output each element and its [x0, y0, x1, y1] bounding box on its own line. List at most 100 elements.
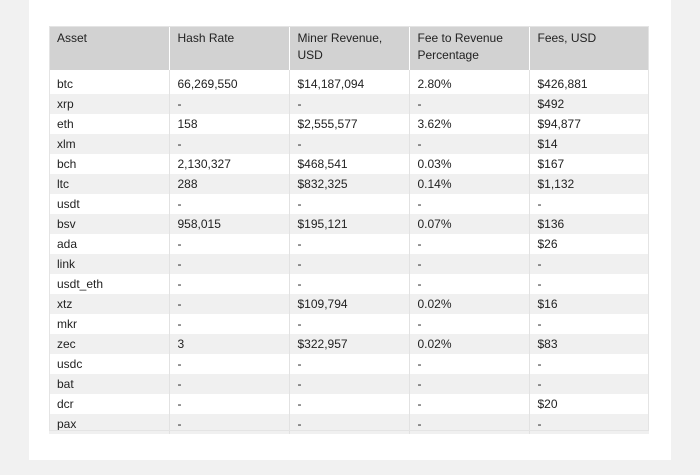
cell-fees: $1,132 — [528, 174, 649, 194]
table-row: mkr - - - - — [49, 314, 649, 334]
cell-asset: link — [49, 254, 169, 274]
cell-asset: zec — [49, 334, 169, 354]
cell-fee-percentage: 0.02% — [408, 294, 529, 314]
cell-hash-rate: - — [168, 194, 289, 214]
cell-fees: - — [528, 254, 649, 274]
cell-hash-rate: - — [168, 134, 289, 154]
cell-hash-rate: - — [168, 314, 289, 334]
table-row: bsv 958,015 $195,121 0.07% $136 — [49, 214, 649, 234]
cell-hash-rate: 3 — [168, 334, 289, 354]
cell-asset: bsv — [49, 214, 169, 234]
cell-asset: usdt — [49, 194, 169, 214]
cell-fee-percentage: - — [408, 374, 529, 394]
table-row: ada - - - $26 — [49, 234, 649, 254]
cell-fee-percentage: 0.07% — [408, 214, 529, 234]
cell-fees: - — [528, 274, 649, 294]
column-header-fee-to-revenue[interactable]: Fee to Revenue Percentage — [408, 26, 529, 70]
cell-hash-rate: - — [168, 394, 289, 414]
cell-miner-revenue: $2,555,577 — [288, 114, 409, 134]
cell-asset: ltc — [49, 174, 169, 194]
cell-fees: $492 — [528, 94, 649, 114]
cell-hash-rate: 958,015 — [168, 214, 289, 234]
cell-fees: $26 — [528, 234, 649, 254]
cell-miner-revenue: - — [288, 94, 409, 114]
cell-miner-revenue: $195,121 — [288, 214, 409, 234]
cell-miner-revenue: $468,541 — [288, 154, 409, 174]
column-header-miner-revenue[interactable]: Miner Revenue, USD — [288, 26, 409, 70]
table-row: usdt_eth - - - - — [49, 274, 649, 294]
cell-fees: - — [528, 374, 649, 394]
cell-hash-rate: 2,130,327 — [168, 154, 289, 174]
cell-miner-revenue: - — [288, 414, 409, 434]
cell-fees: - — [528, 314, 649, 334]
mining-fees-table: Asset Hash Rate Miner Revenue, USD Fee t… — [49, 26, 649, 434]
table-row: usdt - - - - — [49, 194, 649, 214]
table-row: pax - - - - — [49, 414, 649, 434]
cell-miner-revenue: $832,325 — [288, 174, 409, 194]
cell-asset: ada — [49, 234, 169, 254]
cell-hash-rate: - — [168, 254, 289, 274]
cell-asset: xrp — [49, 94, 169, 114]
cell-hash-rate: 288 — [168, 174, 289, 194]
cell-asset: dcr — [49, 394, 169, 414]
cell-miner-revenue: - — [288, 234, 409, 254]
cell-fees: $136 — [528, 214, 649, 234]
table-row: bch 2,130,327 $468,541 0.03% $167 — [49, 154, 649, 174]
table-header-row: Asset Hash Rate Miner Revenue, USD Fee t… — [49, 26, 649, 70]
cell-miner-revenue: - — [288, 354, 409, 374]
table-row: usdc - - - - — [49, 354, 649, 374]
cell-hash-rate: 66,269,550 — [168, 70, 289, 94]
cell-fee-percentage: 0.14% — [408, 174, 529, 194]
cell-miner-revenue: - — [288, 134, 409, 154]
cell-hash-rate: - — [168, 234, 289, 254]
cell-fee-percentage: - — [408, 274, 529, 294]
cell-asset: eth — [49, 114, 169, 134]
cell-fees: $14 — [528, 134, 649, 154]
table-row: bat - - - - — [49, 374, 649, 394]
table-row: xtz - $109,794 0.02% $16 — [49, 294, 649, 314]
cell-asset: usdc — [49, 354, 169, 374]
column-header-asset[interactable]: Asset — [49, 26, 169, 70]
cell-asset: btc — [49, 70, 169, 94]
table-row: eth 158 $2,555,577 3.62% $94,877 — [49, 114, 649, 134]
cell-fees: - — [528, 354, 649, 374]
cell-fee-percentage: 3.62% — [408, 114, 529, 134]
cell-asset: bch — [49, 154, 169, 174]
cell-miner-revenue: - — [288, 194, 409, 214]
cell-miner-revenue: - — [288, 254, 409, 274]
cell-fee-percentage: - — [408, 314, 529, 334]
table-row: link - - - - — [49, 254, 649, 274]
cell-fees: $426,881 — [528, 70, 649, 94]
cell-fee-percentage: - — [408, 394, 529, 414]
table-row: btc 66,269,550 $14,187,094 2.80% $426,881 — [49, 70, 649, 94]
table-row: zec 3 $322,957 0.02% $83 — [49, 334, 649, 354]
cell-hash-rate: - — [168, 374, 289, 394]
cell-asset: mkr — [49, 314, 169, 334]
cell-fees: - — [528, 194, 649, 214]
cell-fee-percentage: - — [408, 414, 529, 434]
cell-asset: pax — [49, 414, 169, 434]
cell-fee-percentage: - — [408, 354, 529, 374]
cell-hash-rate: - — [168, 274, 289, 294]
cell-fees: $83 — [528, 334, 649, 354]
cell-fee-percentage: - — [408, 234, 529, 254]
table-row: dcr - - - $20 — [49, 394, 649, 414]
cell-fees: $16 — [528, 294, 649, 314]
table-row: ltc 288 $832,325 0.14% $1,132 — [49, 174, 649, 194]
cell-miner-revenue: - — [288, 374, 409, 394]
column-header-fees[interactable]: Fees, USD — [528, 26, 649, 70]
cell-hash-rate: - — [168, 354, 289, 374]
cell-asset: bat — [49, 374, 169, 394]
table-row: xlm - - - $14 — [49, 134, 649, 154]
cell-fees: $167 — [528, 154, 649, 174]
table-row: xrp - - - $492 — [49, 94, 649, 114]
cell-fee-percentage: 0.02% — [408, 334, 529, 354]
cell-fee-percentage: - — [408, 254, 529, 274]
cell-hash-rate: - — [168, 94, 289, 114]
cell-miner-revenue: $322,957 — [288, 334, 409, 354]
cell-fees: - — [528, 414, 649, 434]
column-header-hash-rate[interactable]: Hash Rate — [168, 26, 289, 70]
cell-fee-percentage: - — [408, 134, 529, 154]
cell-hash-rate: 158 — [168, 114, 289, 134]
cell-miner-revenue: $109,794 — [288, 294, 409, 314]
